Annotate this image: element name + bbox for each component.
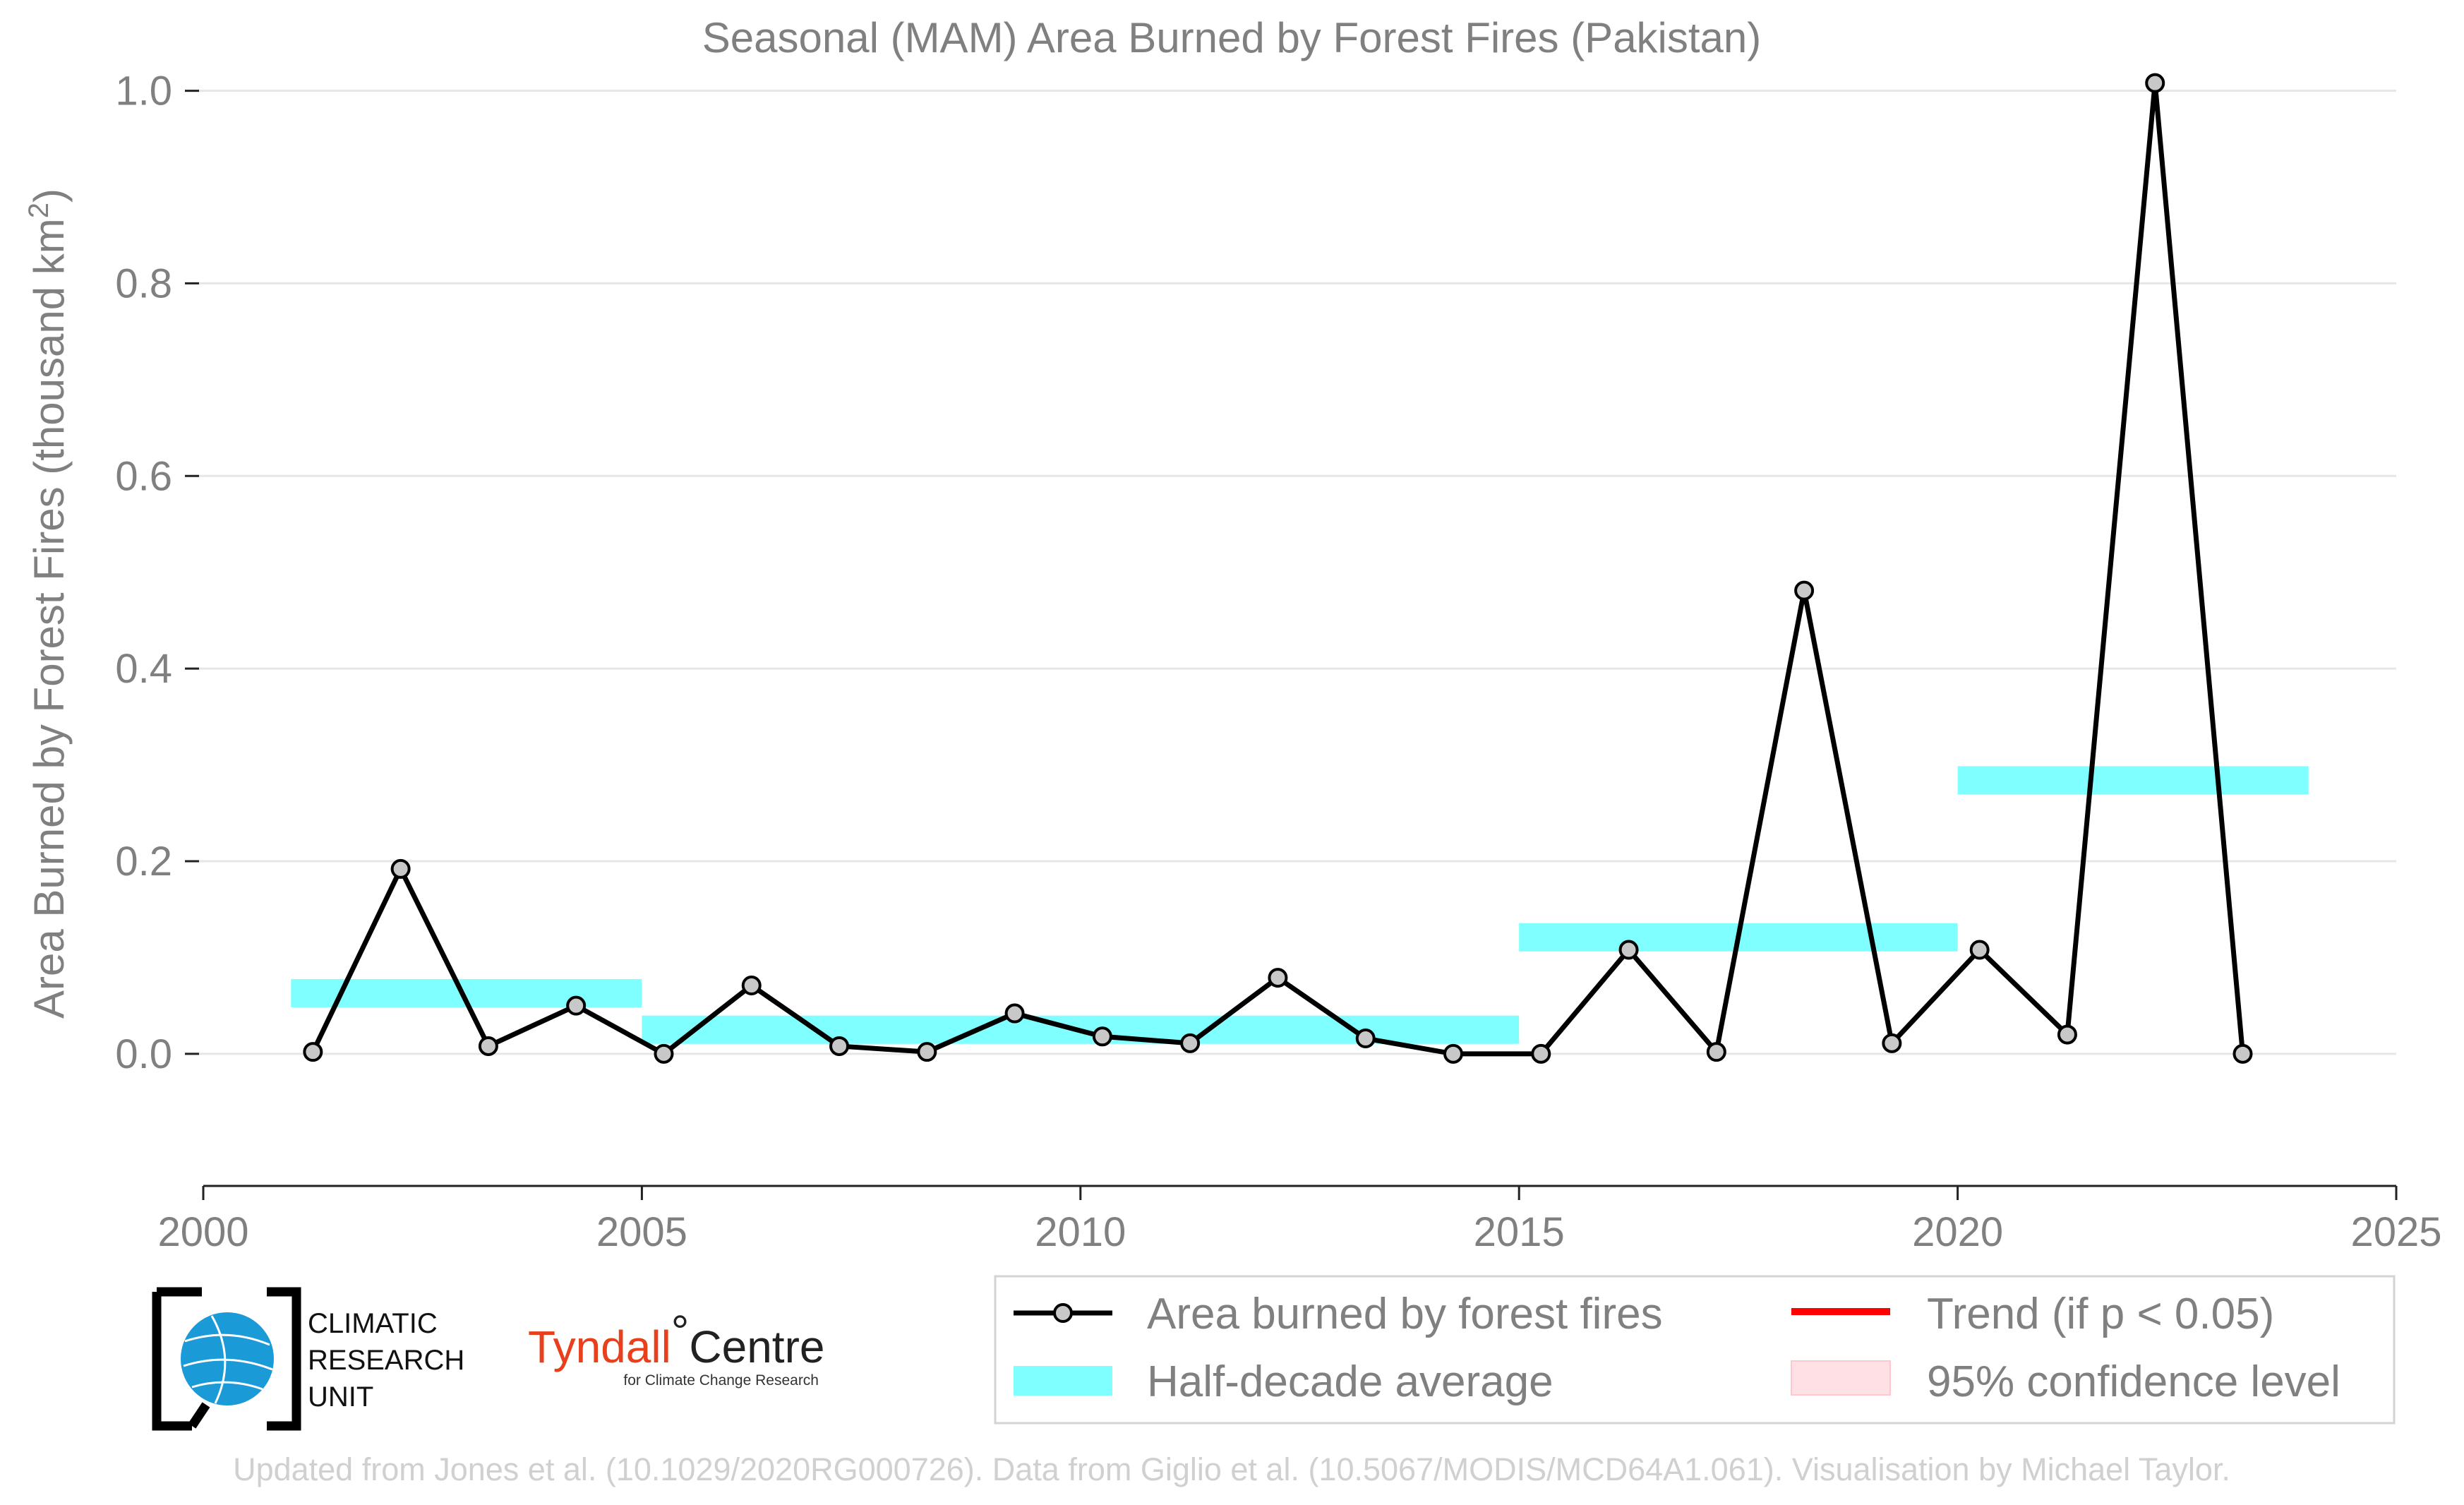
x-tick-label: 2020 (1912, 1209, 2003, 1255)
data-point (1268, 968, 1288, 988)
tyndall-word: Tyndall (528, 1321, 671, 1372)
half-decade-bar (1957, 766, 2309, 795)
y-tick-label: 0.0 (115, 1031, 172, 1077)
chart-title: Seasonal (MAM) Area Burned by Forest Fir… (702, 14, 1762, 61)
data-point (1180, 1033, 1201, 1053)
cru-bracket-right (267, 1287, 301, 1431)
legend-frame (994, 1275, 2396, 1425)
x-tick-label: 2000 (157, 1209, 248, 1255)
tyndall-subtitle: for Climate Change Research (623, 1372, 819, 1389)
data-point (566, 995, 587, 1016)
tyndall-logo: Tyndall°Centre for Climate Change Resear… (528, 1306, 824, 1389)
data-point (1794, 580, 1815, 601)
data-point (741, 975, 762, 995)
y-tick-label: 0.6 (115, 453, 172, 499)
data-point (917, 1042, 937, 1062)
data-point (1969, 940, 1990, 960)
credit-line: Updated from Jones et al. (10.1029/2020R… (233, 1451, 2230, 1487)
cru-text-line-1: CLIMATIC (308, 1308, 438, 1339)
y-tick-label: 1.0 (115, 68, 172, 114)
x-axis: 2000 2005 2010 2015 2020 2025 (157, 1185, 2442, 1255)
series-area-burned (303, 73, 2253, 1064)
tyndall-centre-word: Centre (689, 1321, 824, 1372)
data-point (2057, 1024, 2077, 1045)
legend-label-half-decade: Half-decade average (1147, 1357, 1553, 1406)
data-point (2145, 73, 2165, 93)
legend-swatch-confidence (1791, 1360, 1891, 1396)
cru-bracket-slash (188, 1287, 210, 1429)
y-axis-label-superscript: 2 (23, 203, 54, 218)
x-tick-label: 2025 (2350, 1209, 2441, 1255)
half-decade-bars (291, 766, 2309, 1044)
x-tick-label: 2010 (1035, 1209, 1126, 1255)
legend-label-trend: Trend (if p < 0.05) (1927, 1290, 2274, 1338)
data-point (1355, 1029, 1376, 1049)
y-axis-ticks: 0.0 0.2 0.4 0.6 0.8 1.0 (115, 68, 199, 1077)
globe-icon-lines (183, 1315, 273, 1404)
x-tick-label: 2015 (1474, 1209, 1565, 1255)
cru-text-line-2: RESEARCH (308, 1345, 464, 1376)
cru-logo: CLIMATIC RESEARCH UNIT (152, 1287, 464, 1431)
y-axis-label: Area Burned by Forest Fires (thousand km… (23, 188, 73, 1019)
legend-label-confidence: 95% confidence level (1927, 1357, 2340, 1406)
series-line (311, 80, 2245, 1057)
y-tick-label: 0.2 (115, 839, 172, 885)
legend-swatch-half-decade (1014, 1366, 1112, 1396)
x-tick-label: 2005 (596, 1209, 687, 1255)
data-point (390, 858, 411, 879)
data-point (654, 1043, 674, 1064)
data-point (1531, 1043, 1551, 1064)
tyndall-degree: ° (671, 1306, 690, 1357)
y-tick-label: 0.8 (115, 260, 172, 306)
data-point (1618, 940, 1639, 960)
data-point (1706, 1042, 1726, 1062)
legend-marker-swatch (1053, 1303, 1073, 1323)
data-point (303, 1042, 323, 1062)
data-point (1443, 1043, 1463, 1064)
y-tick-label: 0.4 (115, 646, 172, 692)
data-point (478, 1036, 498, 1056)
data-point (1882, 1033, 1902, 1053)
y-axis-label-close: ) (25, 188, 73, 203)
data-point (1004, 1003, 1025, 1024)
data-point (829, 1036, 850, 1056)
tyndall-wordmark: Tyndall°Centre (528, 1306, 824, 1372)
legend: Area burned by forest fires Half-decade … (994, 1275, 2396, 1425)
data-point (1092, 1026, 1112, 1047)
cru-bracket-left (152, 1287, 192, 1431)
grid-lines (195, 90, 2396, 1055)
y-axis-label-main: Area Burned by Forest Fires (thousand km (25, 218, 73, 1019)
legend-label-area-burned: Area burned by forest fires (1147, 1290, 1663, 1338)
data-point (2232, 1043, 2253, 1064)
cru-text-line-3: UNIT (308, 1381, 373, 1413)
